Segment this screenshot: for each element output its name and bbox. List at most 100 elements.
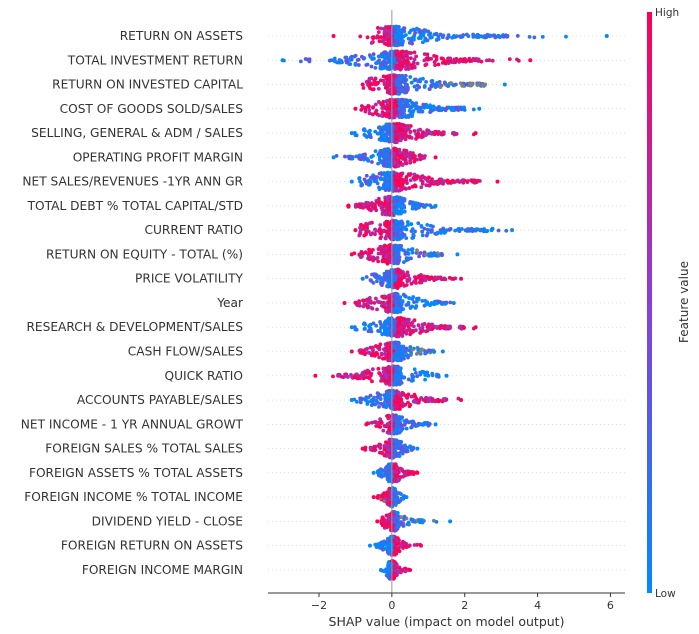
shap-point (398, 102, 403, 107)
shap-point (375, 175, 380, 179)
shap-point (427, 303, 432, 307)
shap-point (408, 130, 413, 135)
shap-point (376, 54, 381, 59)
shap-point (382, 172, 387, 177)
shap-point (402, 52, 406, 56)
shap-point (473, 131, 478, 136)
shap-point (398, 76, 403, 81)
shap-point (329, 58, 333, 63)
shap-point (383, 55, 388, 59)
shap-point (375, 395, 380, 399)
shap-point (395, 299, 399, 304)
shap-point (378, 393, 383, 397)
shap-point (377, 404, 381, 409)
shap-point (377, 39, 382, 44)
shap-point (375, 279, 379, 284)
shap-point (357, 202, 362, 207)
shap-point (392, 352, 397, 357)
shap-point (376, 80, 380, 85)
shap-point (432, 32, 437, 37)
shap-point (398, 211, 403, 216)
shap-point (432, 350, 436, 354)
shap-point (433, 324, 438, 329)
shap-point (395, 182, 399, 187)
shap-point (399, 299, 404, 304)
shap-point (355, 399, 359, 404)
shap-point (424, 233, 429, 238)
shap-point (392, 223, 397, 228)
shap-point (407, 296, 412, 300)
shap-point (414, 176, 419, 181)
shap-point (331, 155, 336, 160)
shap-point (454, 132, 459, 136)
shap-point (458, 34, 463, 39)
shap-point (484, 229, 489, 234)
shap-point (440, 349, 445, 354)
shap-point (399, 206, 404, 211)
shap-point (379, 62, 384, 67)
shap-point (399, 235, 404, 240)
shap-point (349, 131, 354, 136)
shap-point (376, 196, 381, 201)
shap-point (349, 325, 354, 330)
shap-point (381, 366, 386, 371)
shap-point (399, 181, 403, 186)
shap-point (416, 297, 421, 302)
shap-point (392, 236, 397, 241)
shap-point (418, 203, 423, 208)
shap-point (425, 275, 430, 280)
shap-point (405, 270, 410, 275)
shap-point (391, 256, 396, 261)
shap-point (377, 157, 382, 162)
shap-point (407, 471, 412, 476)
shap-point (457, 60, 462, 64)
shap-point (407, 134, 412, 139)
shap-point (395, 381, 400, 386)
shap-point (431, 180, 436, 184)
shap-point (398, 393, 403, 398)
shap-point (469, 178, 473, 183)
shap-point (403, 104, 408, 109)
shap-point (383, 440, 388, 445)
shap-point (403, 402, 408, 407)
shap-point (430, 228, 434, 233)
shap-point (368, 373, 373, 378)
shap-point (378, 450, 382, 455)
shap-point (365, 35, 370, 40)
shap-point (402, 26, 406, 31)
shap-point (409, 256, 413, 261)
shap-point (357, 176, 362, 181)
shap-point (367, 107, 372, 112)
shap-point (402, 419, 407, 423)
shap-point (424, 183, 429, 188)
shap-point (425, 38, 430, 43)
shap-point (397, 172, 402, 177)
shap-point (392, 431, 396, 436)
shap-point (363, 227, 368, 232)
feature-label: RETURN ON INVESTED CAPITAL (52, 78, 243, 92)
shap-point (370, 160, 374, 164)
feature-point-group (353, 97, 482, 120)
shap-point (495, 179, 500, 184)
shap-point (400, 390, 405, 395)
shap-point (400, 201, 405, 206)
shap-point (397, 404, 402, 409)
shap-point (401, 109, 406, 114)
shap-point (391, 444, 396, 449)
feature-point-group (349, 121, 478, 145)
shap-point (415, 374, 420, 379)
shap-point (415, 275, 420, 279)
shap-point (388, 438, 393, 442)
shap-point (385, 65, 390, 70)
shap-point (396, 417, 401, 422)
shap-point (371, 470, 376, 475)
shap-point (373, 102, 378, 107)
shap-point (364, 231, 368, 235)
shap-point (401, 321, 405, 326)
shap-point (449, 105, 454, 110)
shap-point (389, 317, 394, 321)
feature-point-group (280, 49, 533, 72)
shap-point (367, 221, 372, 226)
